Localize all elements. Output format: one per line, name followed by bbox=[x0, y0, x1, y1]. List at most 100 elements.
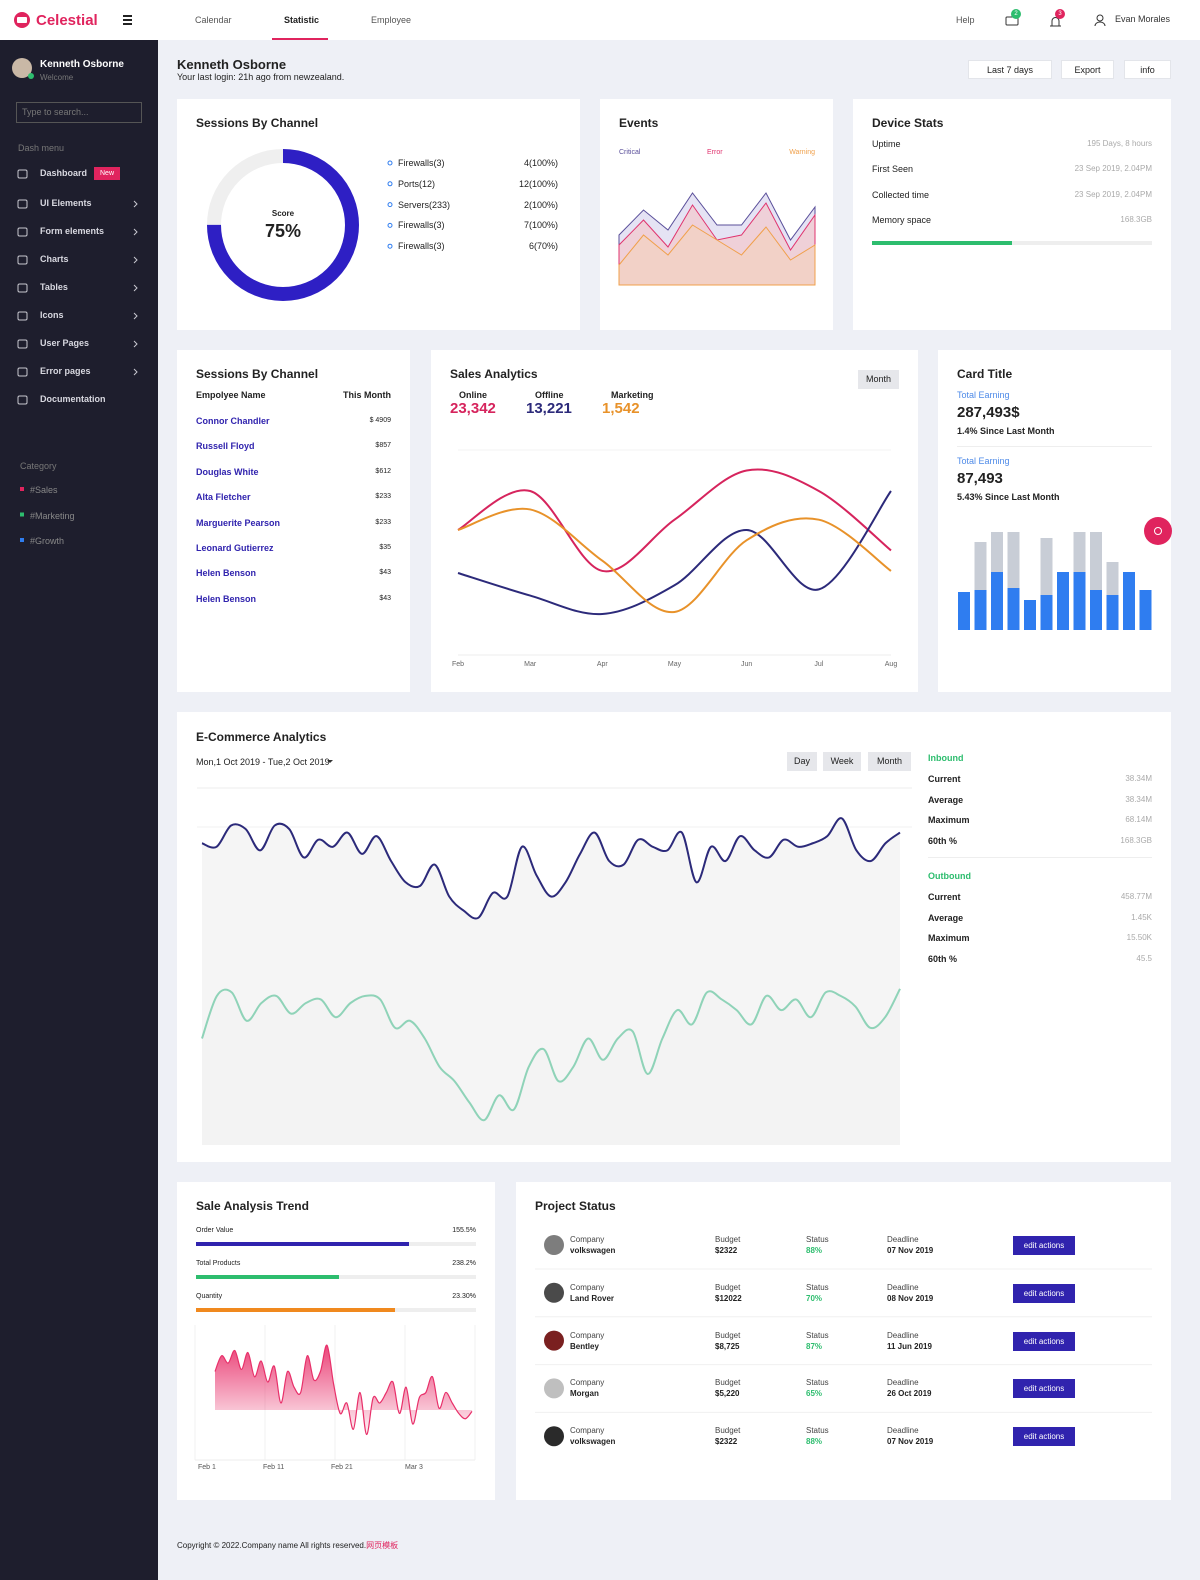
footer-link[interactable]: 网页模板 bbox=[366, 1541, 399, 1550]
menu-item[interactable]: User Pages bbox=[40, 338, 90, 348]
category-item[interactable]: #Growth bbox=[30, 536, 65, 546]
channel-value: 4(100%) bbox=[523, 158, 558, 168]
edit-button[interactable]: edit actions bbox=[1013, 1331, 1075, 1351]
employee-name[interactable]: Alta Fletcher bbox=[196, 492, 251, 503]
menu-item[interactable]: Tables bbox=[40, 282, 68, 292]
progress-label: Total Products bbox=[196, 1260, 241, 1267]
channel-bullet bbox=[387, 243, 393, 249]
menu-item[interactable]: Charts bbox=[40, 254, 69, 264]
employee-name[interactable]: Douglas White bbox=[196, 466, 259, 477]
nav-tab[interactable]: Statistic bbox=[284, 15, 320, 25]
employee-name[interactable]: Marguerite Pearson bbox=[196, 517, 281, 528]
avatar bbox=[12, 58, 32, 78]
stat-label: Memory space bbox=[872, 215, 932, 225]
cell-label: Deadline bbox=[887, 1282, 919, 1292]
separator bbox=[957, 446, 1152, 447]
category-dot bbox=[20, 538, 24, 542]
cell-value: $5,220 bbox=[715, 1389, 740, 1399]
bar-value bbox=[958, 592, 970, 630]
progress-bar bbox=[196, 1275, 339, 1279]
sales-line bbox=[457, 490, 892, 616]
range-button[interactable]: Month bbox=[868, 752, 911, 771]
trend-line bbox=[214, 1344, 473, 1436]
menu-item[interactable]: Documentation bbox=[40, 394, 106, 404]
employee-name[interactable]: Connor Chandler bbox=[196, 416, 270, 426]
month-button[interactable]: Month bbox=[858, 370, 899, 389]
menu-icon bbox=[17, 199, 28, 209]
user-icon[interactable] bbox=[1096, 14, 1104, 22]
series-name: Offline bbox=[535, 390, 564, 400]
cell-label: Deadline bbox=[887, 1235, 919, 1244]
cell-label: Company bbox=[570, 1235, 605, 1244]
cell-value: 65% bbox=[806, 1389, 823, 1399]
cell-label: Deadline bbox=[887, 1330, 919, 1340]
category-dot bbox=[20, 512, 24, 517]
cell-label: Deadline bbox=[887, 1378, 919, 1388]
stats-label: Average bbox=[928, 912, 964, 923]
sales-card: Sales Analytics Month Online 23,342 Offline 1… bbox=[431, 350, 918, 692]
search-box[interactable] bbox=[16, 102, 142, 123]
edit-button[interactable]: edit actions bbox=[1013, 1379, 1075, 1399]
menu-item[interactable]: Form elements bbox=[40, 226, 105, 236]
donut-label: Score bbox=[271, 209, 295, 218]
edit-button[interactable]: edit actions bbox=[1013, 1283, 1075, 1303]
stat-value: 23 Sep 2019, 2.04PM bbox=[1074, 190, 1152, 199]
date-range[interactable]: Mon,1 Oct 2019 - Tue,2 Oct 2019 bbox=[196, 757, 330, 767]
trend-area bbox=[215, 1345, 472, 1435]
x-tick-label: Mar 3 bbox=[405, 1464, 423, 1471]
employee-amount: $43 bbox=[379, 569, 391, 577]
sidebar-greeting: Welcome bbox=[40, 73, 74, 82]
progress-label: Order Value bbox=[196, 1227, 234, 1234]
series-total: 13,221 bbox=[526, 400, 572, 417]
x-tick-label: Feb bbox=[451, 661, 465, 668]
nav-tab[interactable]: Employee bbox=[371, 15, 412, 25]
ecommerce-line bbox=[201, 988, 901, 1122]
cell-value: $8,725 bbox=[715, 1341, 740, 1351]
card-title: Sessions By Channel bbox=[196, 367, 319, 381]
fab-circle[interactable] bbox=[1144, 517, 1172, 545]
x-tick-label: Aug bbox=[884, 661, 898, 668]
menu-icon bbox=[17, 255, 28, 265]
cell-value: 26 Oct 2019 bbox=[887, 1389, 932, 1399]
notification-badge: 3 bbox=[1055, 9, 1065, 19]
nav-tab[interactable]: Calendar bbox=[195, 15, 232, 25]
cell-label: Status bbox=[806, 1426, 829, 1436]
edit-button[interactable]: edit actions bbox=[1013, 1427, 1075, 1447]
employee-name[interactable]: Leonard Gutierrez bbox=[196, 543, 274, 553]
category-item[interactable]: #Sales bbox=[30, 485, 58, 495]
stats-label: Maximum bbox=[928, 933, 970, 943]
header-button[interactable]: Export bbox=[1061, 60, 1114, 79]
sessions-card: Sessions By Channel Score 75% Firewalls(3) 4… bbox=[177, 99, 580, 330]
category-item[interactable]: #Marketing bbox=[30, 510, 75, 521]
stats-label: Current bbox=[928, 774, 961, 784]
employee-amount: $233 bbox=[375, 493, 391, 501]
x-tick-label: May bbox=[667, 661, 682, 668]
help-link[interactable]: Help bbox=[956, 15, 975, 25]
menu-item[interactable]: Error pages bbox=[40, 366, 91, 376]
employee-name[interactable]: Helen Benson bbox=[196, 593, 257, 604]
header-button[interactable]: info bbox=[1124, 60, 1171, 79]
cell-value: volkswagen bbox=[570, 1246, 616, 1255]
menu-item[interactable]: Icons bbox=[40, 310, 64, 320]
menu-toggle[interactable] bbox=[123, 15, 132, 25]
range-button[interactable]: Day bbox=[787, 752, 817, 771]
bar-value bbox=[1123, 572, 1135, 630]
user-name[interactable]: Evan Morales bbox=[1115, 14, 1171, 24]
date-caret bbox=[327, 760, 333, 763]
edit-button[interactable]: edit actions bbox=[1013, 1236, 1075, 1255]
header-button[interactable]: Last 7 days bbox=[968, 60, 1052, 79]
sidebar-avatar bbox=[12, 58, 34, 79]
range-button[interactable]: Week bbox=[823, 752, 861, 771]
cell-label: Status bbox=[806, 1235, 829, 1244]
employee-name[interactable]: Russell Floyd bbox=[196, 441, 255, 452]
card-title: Sale Analysis Trend bbox=[196, 1199, 309, 1213]
employee-amount: $ 4909 bbox=[369, 417, 391, 424]
employee-name[interactable]: Helen Benson bbox=[196, 568, 257, 579]
menu-item[interactable]: Dashboard bbox=[40, 168, 88, 178]
cell-label: Status bbox=[806, 1330, 829, 1340]
series-total: 1,542 bbox=[602, 400, 640, 417]
menu-item[interactable]: UI Elements bbox=[40, 198, 92, 208]
cell-value: 88% bbox=[806, 1437, 823, 1447]
menu-chevron bbox=[133, 200, 138, 208]
